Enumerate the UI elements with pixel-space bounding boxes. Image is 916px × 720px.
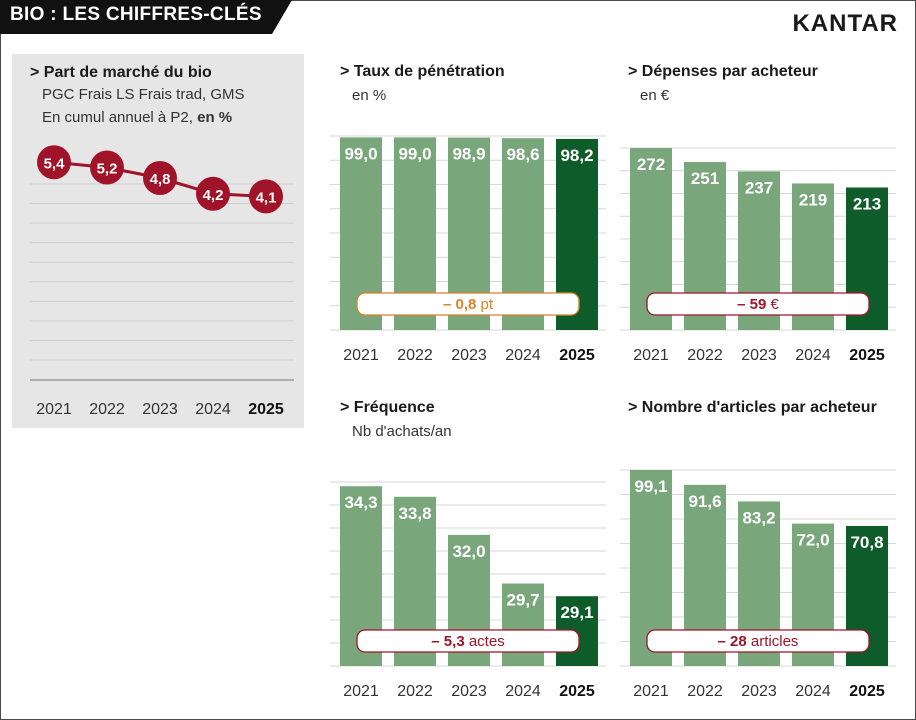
tick-label-2024: 2024 [505,347,541,364]
delta-pill: – 59 € [646,292,870,316]
delta-pill-box [646,292,870,316]
tick-label-2024: 2024 [195,401,231,418]
market-share-subtitle-2-unit: en % [197,109,233,126]
market-share-title: > Part de marché du bio [30,64,212,81]
spend-subtitle: en € [640,87,670,104]
data-label-2025: 4,1 [256,189,277,206]
data-label-2024: 72,0 [796,531,829,550]
tick-label-2023: 2023 [451,683,487,700]
tick-label-2024: 2024 [505,683,541,700]
data-label-2021: 99,1 [634,477,667,496]
market-share-chart: 5,4 2021 5,2 2022 4,8 2023 4,2 2024 4,1 2025 [30,145,294,418]
delta-label: – 5,3 actes [431,633,504,650]
delta-value: – 0,8 [443,296,476,313]
header-banner: BIO : LES CHIFFRES-CLÉS [0,0,292,34]
data-label-2023: 237 [745,178,773,197]
frequency-chart: 34,3 2021 33,8 2022 32,0 2023 29,7 2024 29,1 2025… [330,481,606,700]
data-label-2021: 34,3 [344,493,377,512]
delta-value: – 28 [718,633,747,650]
tick-label-2021: 2021 [633,683,669,700]
tick-label-2022: 2022 [89,401,125,418]
point-2022 [90,150,124,185]
data-label-2021: 5,4 [44,155,66,172]
delta-value: – 59 [737,296,766,313]
penetration-subtitle: en % [352,87,387,104]
tick-label-2021: 2021 [343,683,379,700]
data-label-2024: 29,7 [506,591,539,610]
frequency-subtitle: Nb d'achats/an [352,423,452,440]
tick-label-2022: 2022 [687,347,723,364]
point-2023 [143,161,177,195]
tick-label-2022: 2022 [397,683,433,700]
delta-value: – 5,3 [431,633,464,650]
banner-shape [0,0,292,34]
articles-title: > Nombre d'articles par acheteur [628,399,877,416]
tick-label-2025: 2025 [559,683,595,700]
tick-label-2023: 2023 [741,683,777,700]
data-label-2025: 29,1 [560,603,593,622]
spend-title: > Dépenses par acheteur [628,63,818,80]
tick-label-2021: 2021 [343,347,379,364]
delta-unit: pt [476,296,494,313]
spend-chart: 272 2021 251 2022 237 2023 219 2024 213 2025 – 59 … [620,147,896,364]
page-title: BIO : LES CHIFFRES-CLÉS [10,4,262,25]
data-label-2022: 99,0 [398,144,431,163]
tick-label-2023: 2023 [142,401,178,418]
data-label-2021: 272 [637,155,665,174]
frequency-title: > Fréquence [340,399,435,416]
tick-label-2021: 2021 [633,347,669,364]
delta-unit: actes [465,633,505,650]
point-2025 [249,179,283,214]
delta-pill: – 28 articles [646,629,870,653]
delta-unit: articles [747,633,799,650]
data-label-2022: 5,2 [97,161,118,178]
tick-label-2022: 2022 [687,683,723,700]
tick-label-2023: 2023 [741,347,777,364]
tick-label-2021: 2021 [36,401,72,418]
penetration-chart: 99,0 2021 99,0 2022 98,9 2023 98,6 2024 98,2 2025… [330,135,606,364]
delta-pill-box [356,629,580,653]
market-share-subtitle-1: PGC Frais LS Frais trad, GMS [42,86,245,103]
data-label-2024: 4,2 [203,187,224,204]
market-share-panel: > Part de marché du bio PGC Frais LS Fra… [12,54,304,428]
data-label-2025: 213 [853,194,881,213]
delta-pill-box [356,292,580,316]
data-label-2025: 70,8 [850,533,883,552]
tick-label-2025: 2025 [849,683,885,700]
data-label-2022: 91,6 [688,492,721,511]
tick-label-2024: 2024 [795,683,831,700]
point-2024 [196,176,230,211]
tick-label-2025: 2025 [248,401,284,418]
delta-label: – 28 articles [718,633,799,650]
point-2021 [37,145,71,180]
tick-label-2024: 2024 [795,347,831,364]
penetration-title: > Taux de pénétration [340,63,505,80]
data-label-2023: 4,8 [150,171,171,188]
tick-label-2025: 2025 [849,347,885,364]
data-label-2022: 33,8 [398,504,431,523]
delta-unit: € [766,296,779,313]
tick-label-2025: 2025 [559,347,595,364]
data-label-2025: 98,2 [560,146,593,165]
articles-chart: 99,1 2021 91,6 2022 83,2 2023 72,0 2024 70,8 2025… [620,469,896,700]
data-label-2023: 32,0 [452,542,485,561]
delta-pill: – 5,3 actes [356,629,580,653]
data-label-2022: 251 [691,169,719,188]
delta-label: – 59 € [737,296,779,313]
data-label-2024: 219 [799,190,827,209]
tick-label-2023: 2023 [451,347,487,364]
tick-label-2022: 2022 [397,347,433,364]
data-label-2023: 98,9 [452,145,485,164]
market-share-subtitle-2-text: En cumul annuel à P2, [42,109,198,126]
data-label-2021: 99,0 [344,144,377,163]
brand-logo: KANTAR [792,10,898,37]
data-label-2023: 83,2 [742,508,775,527]
delta-label: – 0,8 pt [443,296,494,313]
market-share-subtitle-2: En cumul annuel à P2, en % [42,109,232,126]
delta-pill: – 0,8 pt [356,292,580,316]
delta-pill-box [646,629,870,653]
data-label-2024: 98,6 [506,145,539,164]
